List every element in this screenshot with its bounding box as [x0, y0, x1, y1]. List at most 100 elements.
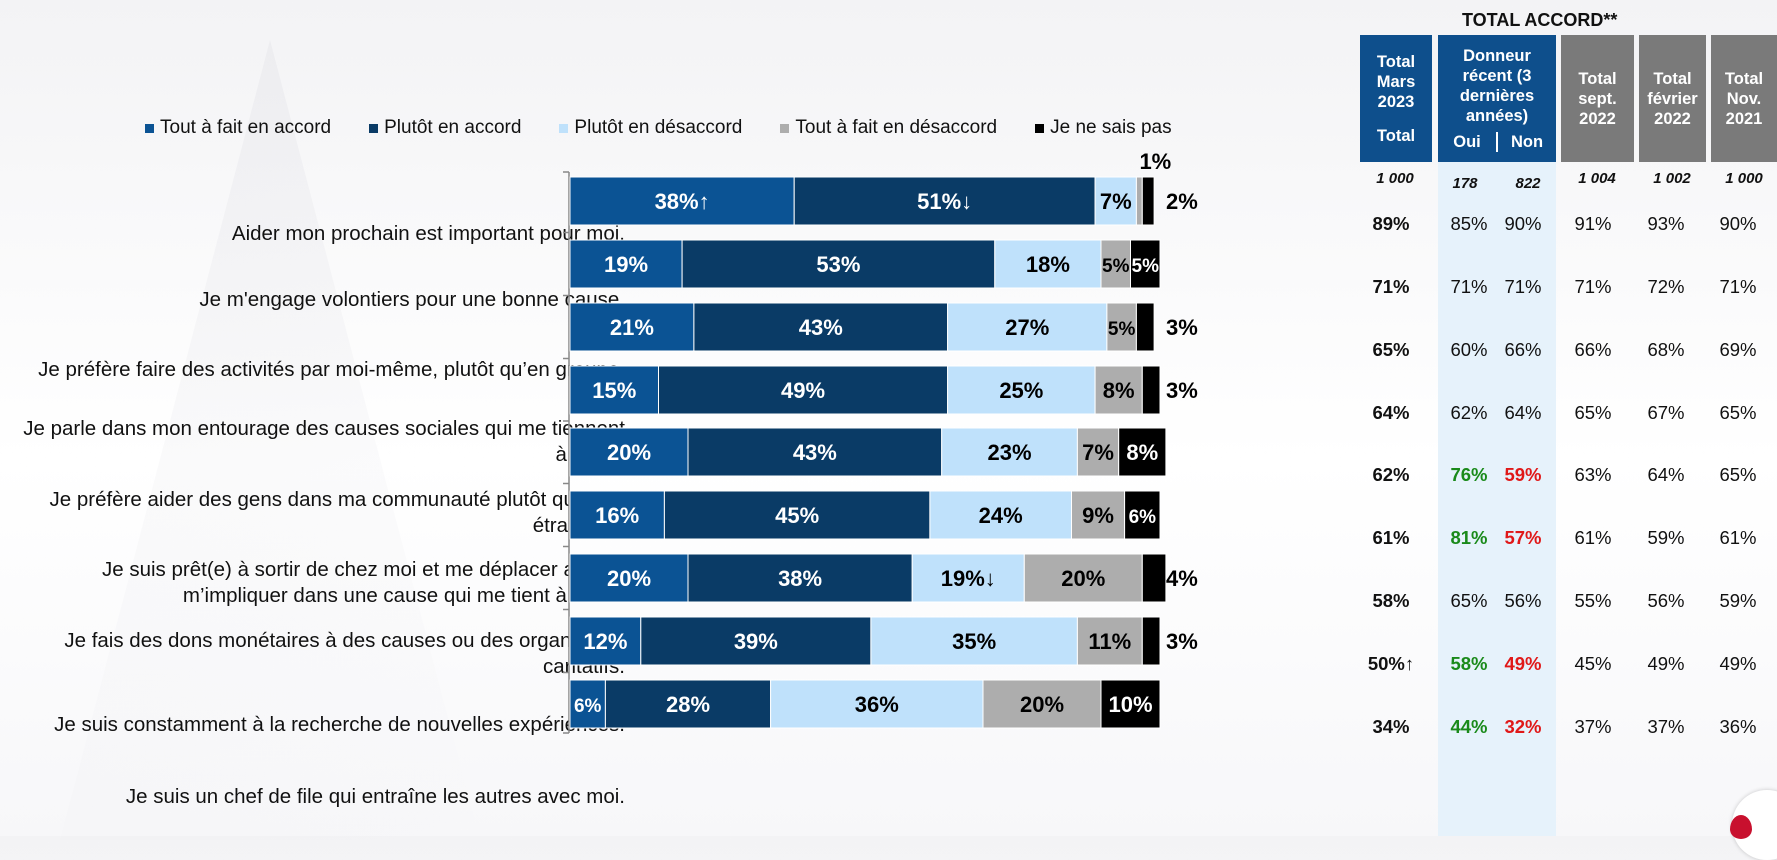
cell-sept: 37% — [1574, 716, 1612, 737]
header-nov: Total Nov. 2021 — [1711, 35, 1777, 162]
cell-sept: 91% — [1574, 213, 1612, 234]
header-fev: Total février 2022 — [1639, 35, 1706, 162]
cell-non: 66% — [1504, 339, 1542, 360]
bar-data-label: 7% — [1082, 440, 1114, 465]
cell-sept: 55% — [1574, 590, 1612, 611]
bar-segment — [911, 553, 1025, 603]
cell-fev: 68% — [1647, 339, 1685, 360]
legend-item: Plutôt en accord — [369, 117, 521, 139]
bar-data-label: 16% — [595, 503, 639, 528]
bar-segment — [687, 553, 913, 603]
bar-data-label: 18% — [1026, 252, 1070, 277]
legend-label: Je ne sais pas — [1050, 117, 1172, 138]
bar-data-label: 36% — [855, 692, 899, 717]
cell-oui: 62% — [1450, 402, 1488, 423]
bar-data-label: 8% — [1103, 378, 1135, 403]
cell-total: 58% — [1372, 590, 1410, 611]
bar-segment — [658, 365, 949, 415]
cell-non: 71% — [1504, 276, 1542, 297]
legend-swatch — [1035, 123, 1045, 133]
cell-total: 64% — [1372, 402, 1410, 423]
category-label: Je suis prêt(e) à sortir de chez moi et … — [102, 558, 625, 607]
cell-sept: 71% — [1574, 276, 1612, 297]
legend-item: Je ne sais pas — [1035, 117, 1172, 139]
bar-segment — [693, 302, 949, 352]
bar-data-label: 5% — [1132, 256, 1160, 277]
chart-legend: Tout à fait en accord Plutôt en accord P… — [145, 117, 1172, 139]
cell-sept: 63% — [1574, 464, 1612, 485]
cell-fev: 59% — [1647, 527, 1685, 548]
bar-data-label: 7% — [1100, 189, 1132, 214]
base-sept: 1 004 — [1578, 170, 1616, 187]
bar-data-label: 38% — [778, 566, 822, 591]
header-fev-label: Total février 2022 — [1647, 69, 1698, 128]
bar-data-label: 10% — [1108, 692, 1152, 717]
bar-segment — [1100, 239, 1131, 289]
cell-non: 59% — [1504, 464, 1542, 485]
category-label: Je m'engage volontiers pour une bonne ca… — [199, 288, 625, 311]
legend-label: Tout à fait en désaccord — [795, 117, 998, 138]
cell-fev: 72% — [1647, 276, 1685, 297]
bar-data-label: 4% — [1166, 566, 1198, 591]
cell-nov: 65% — [1719, 402, 1757, 423]
bar-data-label: 1% — [1139, 149, 1171, 174]
base-non: 822 — [1515, 175, 1541, 192]
bar-data-label: 45% — [775, 503, 819, 528]
header-oui-non: Oui Non — [1438, 131, 1556, 152]
cell-nov: 59% — [1719, 590, 1757, 611]
bar-segment — [929, 490, 1073, 540]
header-sept: Total sept. 2022 — [1561, 35, 1634, 162]
bar-data-label: 24% — [979, 503, 1023, 528]
bar-data-label: 20% — [1020, 692, 1064, 717]
bar-segment — [1130, 239, 1161, 289]
category-label: Je suis constamment à la recherche de no… — [54, 713, 625, 736]
bar-data-label: 20% — [1061, 566, 1105, 591]
bar-segment — [569, 679, 606, 729]
bar-segment — [569, 365, 659, 415]
bar-segment — [1141, 365, 1161, 415]
cell-non: 90% — [1504, 213, 1542, 234]
cell-oui: 60% — [1450, 339, 1488, 360]
legend-swatch — [780, 123, 790, 133]
bar-data-label: 23% — [988, 440, 1032, 465]
category-label: Je préfère faire des activités par moi-m… — [38, 358, 625, 381]
bar-data-label: 43% — [793, 440, 837, 465]
cell-fev: 93% — [1647, 213, 1685, 234]
bar-segment — [1124, 490, 1161, 540]
base-nov: 1 000 — [1725, 170, 1763, 187]
header-donneur-label: Donneur récent (3 dernières années) — [1459, 46, 1535, 125]
cell-fev: 37% — [1647, 716, 1685, 737]
cell-fev: 56% — [1647, 590, 1685, 611]
bar-data-label: 19% — [604, 252, 648, 277]
bar-data-label: 21% — [610, 315, 654, 340]
bar-segment — [947, 365, 1096, 415]
bar-data-label: 25% — [999, 378, 1043, 403]
bar-data-label: 51%↓ — [917, 189, 972, 214]
blood-drop-icon — [1730, 815, 1752, 839]
base-oui: 178 — [1452, 175, 1478, 192]
bar-segment — [569, 239, 683, 289]
legend-swatch — [369, 123, 379, 133]
cell-nov: 65% — [1719, 464, 1757, 485]
bar-segment — [569, 176, 795, 226]
cell-total: 65% — [1372, 339, 1410, 360]
cell-total: 61% — [1372, 527, 1410, 548]
bar-segment — [1023, 553, 1143, 603]
bar-segment — [663, 490, 931, 540]
bar-segment — [1135, 302, 1155, 352]
legend-label: Plutôt en désaccord — [574, 117, 743, 138]
legend-item: Plutôt en désaccord — [559, 117, 742, 139]
bar-segment — [1118, 427, 1167, 477]
cell-sept: 65% — [1574, 402, 1612, 423]
header-oui: Oui — [1438, 131, 1498, 152]
bar-segment — [1135, 176, 1143, 226]
category-label: Je suis un chef de file qui entraîne les… — [125, 785, 625, 808]
bar-segment — [687, 427, 943, 477]
cell-oui: 65% — [1450, 590, 1488, 611]
bar-data-label: 49% — [781, 378, 825, 403]
stacked-bar-chart: 38%↑ 51%↓ 7%1%2%19% 53% 18% 5% 5%21% 43% 27% 5% 3%… — [563, 149, 1198, 734]
bar-segment — [569, 490, 665, 540]
bar-data-label: 20% — [607, 566, 651, 591]
cell-sept: 66% — [1574, 339, 1612, 360]
cell-oui: 58% — [1450, 653, 1488, 674]
